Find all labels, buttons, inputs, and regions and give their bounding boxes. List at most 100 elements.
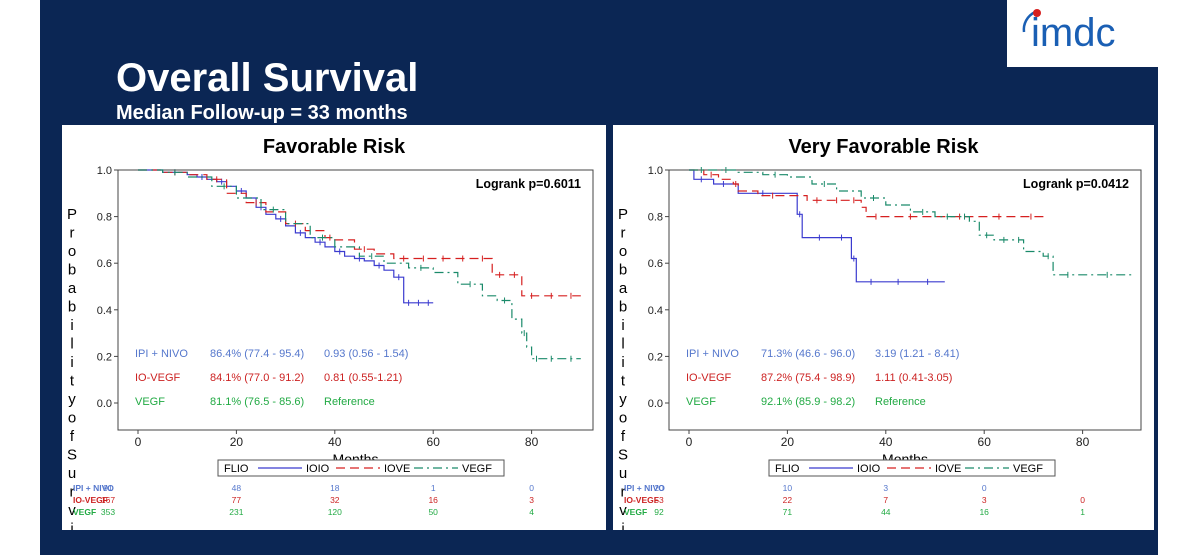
logo-text: imdc	[1031, 11, 1115, 55]
risk-table-label: IO-VEGF	[73, 495, 108, 505]
risk-table-label: IO-VEGF	[624, 495, 659, 505]
x-tick-label: 20	[230, 435, 244, 449]
risk-table-value: 48	[232, 483, 242, 493]
legend-entry: IOIO	[306, 463, 330, 475]
legend-entry: IOIO	[857, 463, 881, 475]
stats-label: IPI + NIVO	[686, 348, 739, 360]
risk-table-value: 120	[328, 507, 342, 517]
risk-table-value: 53	[654, 495, 664, 505]
logo-graphic: imdc	[1022, 9, 1115, 55]
risk-table-value: 353	[101, 507, 115, 517]
stats-label: VEGF	[135, 396, 165, 408]
risk-table-value: 10	[783, 483, 793, 493]
risk-table-value: 1	[1080, 507, 1085, 517]
stats-rate: 86.4% (77.4 - 95.4)	[210, 348, 304, 360]
risk-table-value: 50	[428, 507, 438, 517]
stats-label: IO-VEGF	[135, 372, 181, 384]
legend-entry: VEGF	[462, 463, 492, 475]
y-tick-label: 0.8	[97, 212, 112, 224]
risk-table-value: 18	[330, 483, 340, 493]
stats-hazard-ratio: Reference	[875, 396, 926, 408]
risk-table-value: 167	[101, 495, 115, 505]
x-tick-label: 40	[328, 435, 342, 449]
y-tick-label: 0.4	[648, 305, 663, 317]
plot-area	[117, 169, 594, 431]
stats-hazard-ratio: 0.81 (0.55-1.21)	[324, 372, 402, 384]
y-tick-label: 0.2	[648, 351, 663, 363]
risk-table-value: 0	[529, 483, 534, 493]
y-tick-label: 0.6	[97, 258, 112, 270]
risk-table-value: 231	[229, 507, 243, 517]
risk-table-value: 4	[529, 507, 534, 517]
logo-dot	[1033, 9, 1041, 17]
km-curve-vegf	[689, 169, 1132, 276]
stats-label: IO-VEGF	[686, 372, 732, 384]
legend-box	[768, 459, 1056, 477]
stats-hazard-ratio: 0.93 (0.56 - 1.54)	[324, 348, 408, 360]
risk-table-value: 92	[654, 507, 664, 517]
y-tick-label: 1.0	[97, 165, 112, 177]
km-curve-ipi-nivo	[689, 169, 945, 283]
risk-table-value: 3	[529, 495, 534, 505]
risk-table-label: IPI + NIVO	[624, 483, 665, 493]
chart-panel-favorable: Favorable Risk 0.0 0.2 0.4 0.6 0.8 1.0 0 20 40 60 8…	[62, 125, 606, 530]
km-curve-io-vegf	[138, 169, 581, 297]
x-tick-label: 60	[978, 435, 992, 449]
legend-entry: IOVE	[384, 463, 410, 475]
risk-table-label: VEGF	[73, 507, 96, 517]
y-tick-label: 0.2	[97, 351, 112, 363]
risk-table-value: 1	[431, 483, 436, 493]
risk-table-value: 7	[883, 495, 888, 505]
risk-table-value: 91	[103, 483, 113, 493]
right-margin	[1158, 0, 1200, 555]
logrank-label: Logrank p=0.0412	[1023, 177, 1129, 191]
chart-panel-very-favorable: Very Favorable Risk 0.0 0.2 0.4 0.6 0.8 1.0 0 20…	[613, 125, 1154, 530]
risk-table-value: 16	[428, 495, 438, 505]
risk-table-value: 32	[330, 495, 340, 505]
risk-table-value: 16	[979, 507, 989, 517]
y-tick-label: 0.4	[97, 305, 112, 317]
risk-table-value: 44	[881, 507, 891, 517]
chart-title: Very Favorable Risk	[788, 136, 979, 158]
legend-entry: VEGF	[1013, 463, 1043, 475]
legend-title: FLIO	[224, 463, 249, 475]
x-tick-label: 0	[686, 435, 693, 449]
chart-title: Favorable Risk	[263, 136, 406, 158]
legend-box	[217, 459, 505, 477]
stats-hazard-ratio: 1.11 (0.41-3.05)	[875, 372, 952, 384]
stats-rate: 84.1% (77.0 - 91.2)	[210, 372, 304, 384]
risk-table-value: 0	[1080, 495, 1085, 505]
risk-table-value: 20	[654, 483, 664, 493]
risk-table-value: 3	[883, 483, 888, 493]
y-tick-label: 0.0	[648, 398, 663, 410]
y-tick-label: 1.0	[648, 165, 663, 177]
x-tick-label: 20	[781, 435, 795, 449]
stats-rate: 87.2% (75.4 - 98.9)	[761, 372, 855, 384]
x-tick-label: 0	[135, 435, 142, 449]
risk-table-label: IPI + NIVO	[73, 483, 114, 493]
risk-table-value: 3	[982, 495, 987, 505]
page-title: Overall Survival	[116, 56, 419, 100]
page-subtitle: Median Follow-up = 33 months	[116, 102, 408, 124]
imdc-logo: imdc	[1007, 0, 1158, 67]
risk-table-label: VEGF	[624, 507, 647, 517]
logrank-label: Logrank p=0.6011	[476, 177, 581, 191]
risk-table-value: 77	[232, 495, 242, 505]
y-tick-label: 0.0	[97, 398, 112, 410]
y-tick-label: 0.8	[648, 212, 663, 224]
km-chart-very-favorable: Very Favorable Risk 0.0 0.2 0.4 0.6 0.8 1.0 0 20…	[618, 136, 1142, 530]
x-tick-label: 80	[525, 435, 539, 449]
risk-table-value: 22	[783, 495, 793, 505]
plot-area	[668, 169, 1142, 431]
x-tick-label: 80	[1076, 435, 1090, 449]
y-tick-label: 0.6	[648, 258, 663, 270]
left-margin	[0, 0, 40, 555]
risk-table-value: 0	[982, 483, 987, 493]
stats-label: IPI + NIVO	[135, 348, 188, 360]
km-curve-io-vegf	[689, 169, 1049, 218]
stats-rate: 92.1% (85.9 - 98.2)	[761, 396, 855, 408]
risk-table-value: 71	[783, 507, 793, 517]
